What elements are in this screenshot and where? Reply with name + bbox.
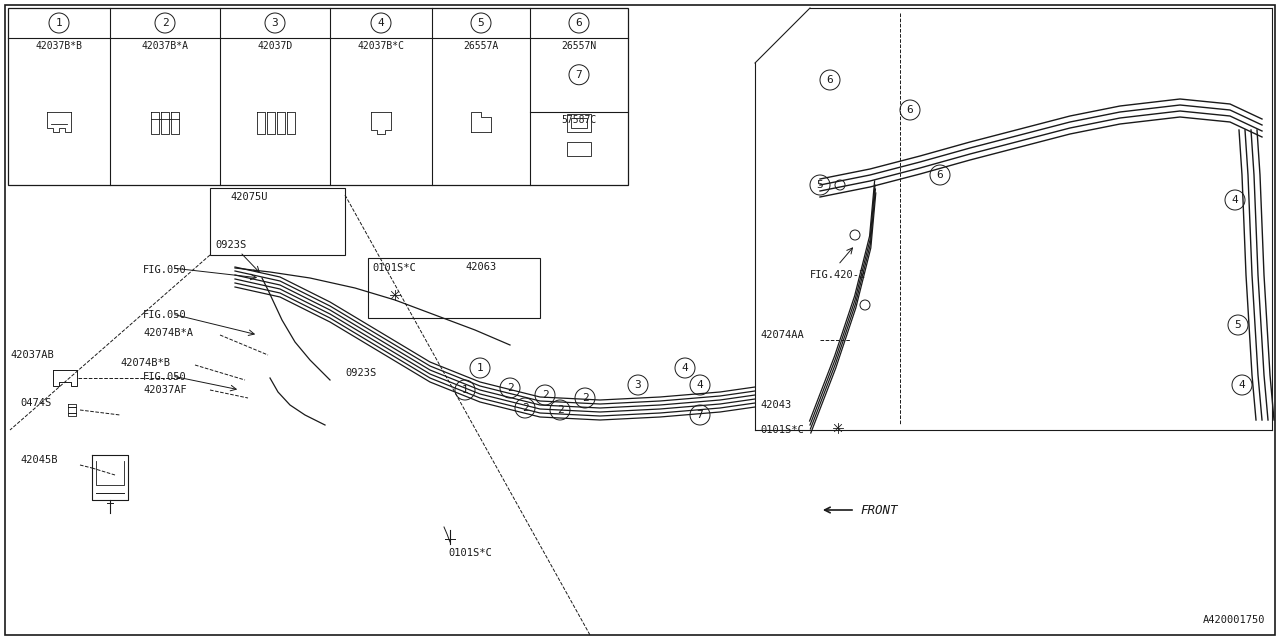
- Text: 2: 2: [522, 403, 529, 413]
- Text: 1: 1: [476, 363, 484, 373]
- Bar: [210, 188, 346, 255]
- Text: 42074B*A: 42074B*A: [143, 328, 193, 338]
- Bar: [567, 113, 591, 131]
- Text: 4: 4: [1239, 380, 1245, 390]
- Text: 42037AF: 42037AF: [143, 385, 187, 395]
- Text: FIG.050: FIG.050: [143, 310, 187, 320]
- Text: 7: 7: [696, 410, 704, 420]
- Bar: [369, 258, 540, 318]
- Text: 42045B: 42045B: [20, 455, 58, 465]
- Text: 42043: 42043: [760, 400, 791, 410]
- Text: 42075U: 42075U: [230, 192, 268, 202]
- Text: 0101S*C: 0101S*C: [448, 548, 492, 558]
- Text: FIG.050: FIG.050: [143, 372, 187, 382]
- Text: 42037B*A: 42037B*A: [142, 41, 188, 51]
- Text: FIG.050: FIG.050: [143, 265, 187, 275]
- Text: 4: 4: [378, 18, 384, 28]
- Bar: [567, 142, 591, 156]
- Text: FIG.420-2: FIG.420-2: [810, 270, 867, 280]
- Bar: [8, 8, 628, 185]
- Text: 42074B*B: 42074B*B: [120, 358, 170, 368]
- Text: 2: 2: [161, 18, 169, 28]
- Text: 42037B*B: 42037B*B: [36, 41, 82, 51]
- Text: 0101S*C: 0101S*C: [760, 425, 804, 435]
- Text: 42037D: 42037D: [257, 41, 293, 51]
- Text: FRONT: FRONT: [860, 504, 897, 517]
- Text: 7: 7: [576, 70, 582, 80]
- Text: 0923S: 0923S: [215, 240, 246, 250]
- Text: 6: 6: [827, 75, 833, 85]
- Text: 3: 3: [635, 380, 641, 390]
- Text: 26557A: 26557A: [463, 41, 499, 51]
- Text: 5: 5: [1235, 320, 1242, 330]
- Text: 2: 2: [507, 383, 513, 393]
- Text: 57587C: 57587C: [562, 115, 596, 125]
- Text: 5: 5: [817, 180, 823, 190]
- Text: 42074AA: 42074AA: [760, 330, 804, 340]
- Text: 5: 5: [477, 18, 484, 28]
- Text: 0101S*C: 0101S*C: [372, 263, 416, 273]
- Text: 42037AB: 42037AB: [10, 350, 54, 360]
- Text: 42037B*C: 42037B*C: [357, 41, 404, 51]
- Text: 26557N: 26557N: [562, 41, 596, 51]
- Text: 6: 6: [937, 170, 943, 180]
- Text: 0923S: 0923S: [346, 368, 376, 378]
- Text: 2: 2: [541, 390, 548, 400]
- Text: 6: 6: [576, 18, 582, 28]
- Bar: [571, 118, 588, 127]
- Text: 4: 4: [1231, 195, 1238, 205]
- Text: 6: 6: [906, 105, 914, 115]
- Text: 3: 3: [271, 18, 278, 28]
- Text: 1: 1: [462, 385, 468, 395]
- Text: 0474S: 0474S: [20, 398, 51, 408]
- Text: 2: 2: [557, 405, 563, 415]
- Text: 1: 1: [55, 18, 63, 28]
- Text: 2: 2: [581, 393, 589, 403]
- Text: 4: 4: [696, 380, 704, 390]
- Text: A420001750: A420001750: [1202, 615, 1265, 625]
- Text: 4: 4: [682, 363, 689, 373]
- Text: 42063: 42063: [465, 262, 497, 272]
